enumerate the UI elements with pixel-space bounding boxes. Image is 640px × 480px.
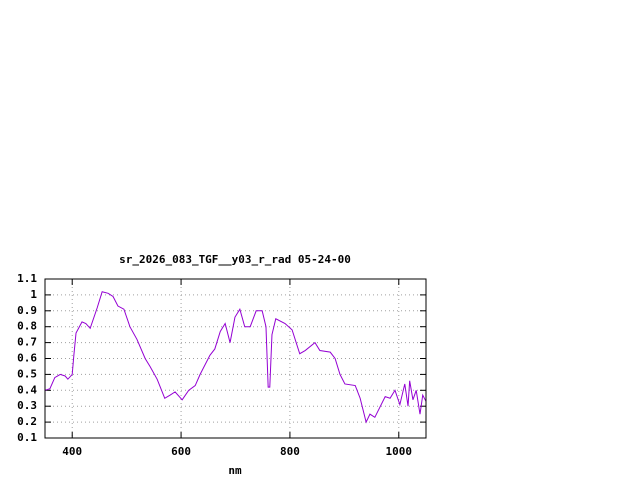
x-tick-label: 800: [280, 445, 300, 458]
chart-title: sr_2026_083_TGF__y03_r_rad 05-24-00: [119, 253, 351, 266]
x-tick-label: 600: [171, 445, 191, 458]
y-tick-label: 0.5: [17, 367, 37, 380]
x-axis-label: nm: [228, 464, 242, 477]
y-tick-label: 0.4: [17, 383, 37, 396]
y-tick-label: 0.7: [17, 336, 37, 349]
y-tick-label: 0.9: [17, 304, 37, 317]
x-tick-label: 1000: [386, 445, 413, 458]
y-tick-label: 1.1: [17, 272, 37, 285]
data-line: [44, 291, 427, 424]
y-tick-label: 0.3: [17, 399, 37, 412]
x-tick-label: 400: [62, 445, 82, 458]
y-tick-label: 0.2: [17, 415, 37, 428]
y-tick-label: 1: [30, 288, 37, 301]
y-tick-label: 0.1: [17, 431, 37, 444]
y-tick-label: 0.8: [17, 320, 37, 333]
y-tick-label: 0.6: [17, 352, 37, 365]
plot-border: [44, 278, 427, 439]
